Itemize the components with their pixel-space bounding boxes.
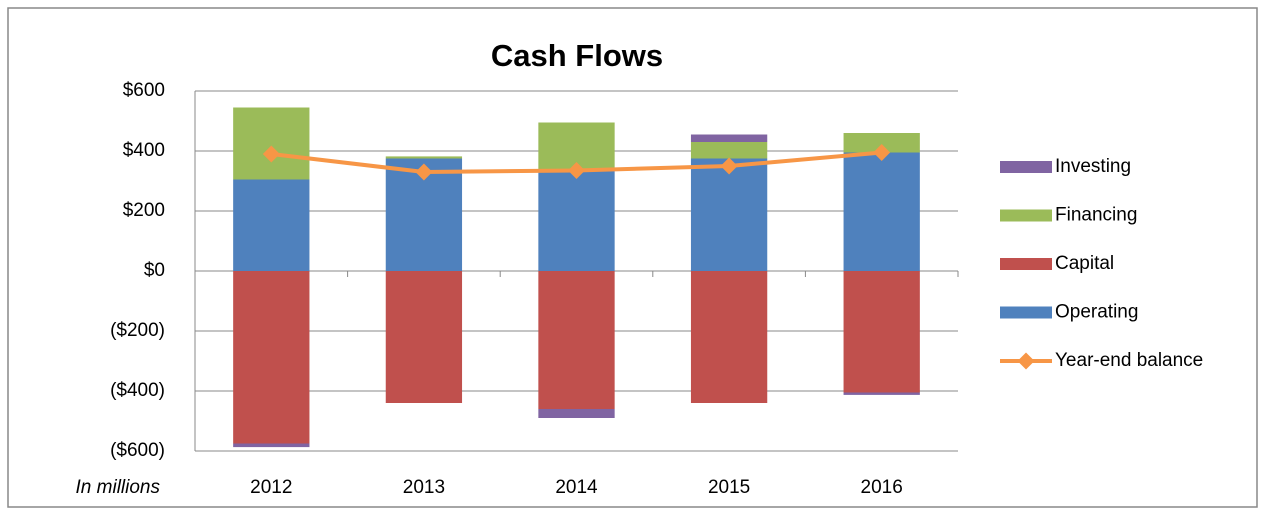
bar — [233, 443, 310, 448]
y-tick-label: $400 — [123, 140, 165, 161]
bar — [233, 107, 310, 180]
x-tick-label: 2013 — [403, 477, 445, 498]
legend-label: Operating — [1055, 302, 1138, 323]
x-tick-label: 2012 — [250, 477, 292, 498]
bar — [843, 152, 920, 271]
bar — [690, 134, 768, 142]
chart-title: Cash Flows — [491, 38, 663, 73]
line-marker — [873, 144, 891, 161]
legend-swatch — [1000, 209, 1052, 222]
y-tick-label: ($600) — [110, 440, 165, 461]
bar — [843, 392, 920, 395]
bar — [538, 169, 615, 271]
y-tick-label: ($200) — [110, 320, 165, 341]
bar — [538, 122, 615, 169]
bar — [538, 271, 615, 409]
bar — [233, 271, 310, 444]
legend-swatch — [1000, 258, 1052, 270]
line-marker — [568, 162, 585, 179]
x-tick-label: 2016 — [861, 477, 903, 498]
line-marker — [720, 157, 738, 175]
y-tick-label: $200 — [123, 200, 165, 221]
bar — [385, 271, 463, 403]
x-tick-label: 2015 — [708, 477, 750, 498]
bar — [385, 156, 463, 159]
bar — [843, 271, 920, 393]
bar — [690, 142, 768, 159]
bar — [690, 271, 768, 403]
legend-label: Capital — [1055, 253, 1114, 274]
line-marker — [415, 163, 433, 181]
bar — [690, 158, 768, 271]
legend-label: Year-end balance — [1055, 350, 1203, 371]
bar — [538, 409, 615, 418]
legend-label: Investing — [1055, 156, 1131, 177]
legend-label: Financing — [1055, 205, 1137, 226]
line-marker — [262, 145, 280, 163]
legend-swatch — [1000, 161, 1052, 173]
y-tick-label: $0 — [144, 260, 165, 281]
y-tick-label: $600 — [123, 80, 165, 101]
x-tick-label: 2014 — [555, 477, 598, 498]
legend-swatch — [1000, 306, 1052, 319]
bar — [843, 133, 920, 153]
bar — [233, 179, 310, 271]
axis-note: In millions — [76, 477, 161, 498]
y-tick-label: ($400) — [110, 380, 165, 401]
